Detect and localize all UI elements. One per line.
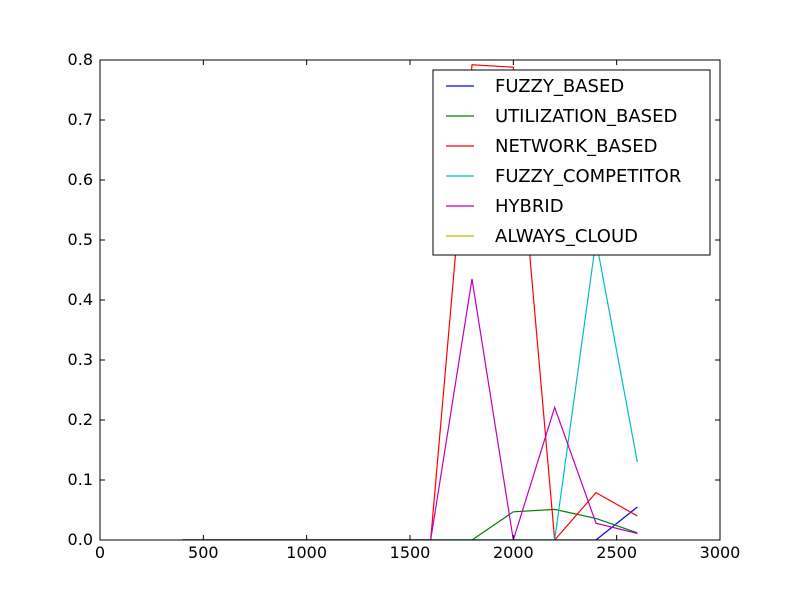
- x-tick-label: 1000: [286, 543, 327, 562]
- legend-label-fuzzy-based: FUZZY_BASED: [495, 76, 624, 97]
- series-line-fuzzy-competitor: [182, 239, 638, 540]
- legend-label-fuzzy-competitor: FUZZY_COMPETITOR: [495, 166, 681, 187]
- y-tick-label: 0.7: [68, 110, 93, 129]
- legend-label-utilization-based: UTILIZATION_BASED: [495, 106, 677, 127]
- axis-ticks: 0 500 1000 1500 2000 2500 3000 0.0 0.1 0.2 0.3 0.4 0…: [68, 50, 741, 562]
- legend-label-hybrid: HYBRID: [495, 196, 564, 217]
- series-line-utilization-based: [182, 508, 638, 540]
- legend-label-always-cloud: ALWAYS_CLOUD: [495, 226, 638, 247]
- y-tick-label: 0.0: [68, 530, 93, 549]
- y-tick-label: 0.3: [68, 350, 93, 369]
- series-line-network-based: [182, 64, 638, 540]
- y-tick-label: 0.5: [68, 230, 93, 249]
- x-tick-label: 500: [188, 543, 219, 562]
- x-tick-label: 2500: [596, 543, 637, 562]
- y-tick-label: 0.8: [68, 50, 93, 69]
- legend: FUZZY_BASED UTILIZATION_BASED NETWORK_BASE…: [432, 69, 711, 256]
- x-tick-label: 0: [95, 543, 105, 562]
- legend-label-network-based: NETWORK_BASED: [495, 136, 657, 157]
- y-tick-label: 0.1: [68, 470, 93, 489]
- x-tick-label: 3000: [700, 543, 741, 562]
- x-tick-label: 2000: [493, 543, 534, 562]
- y-tick-label: 0.4: [68, 290, 93, 309]
- y-tick-label: 0.6: [68, 170, 93, 189]
- x-tick-label: 1500: [390, 543, 431, 562]
- series-layer: [182, 64, 638, 540]
- series-line-hybrid: [182, 278, 638, 540]
- y-tick-label: 0.2: [68, 410, 93, 429]
- legend-box: [432, 69, 711, 256]
